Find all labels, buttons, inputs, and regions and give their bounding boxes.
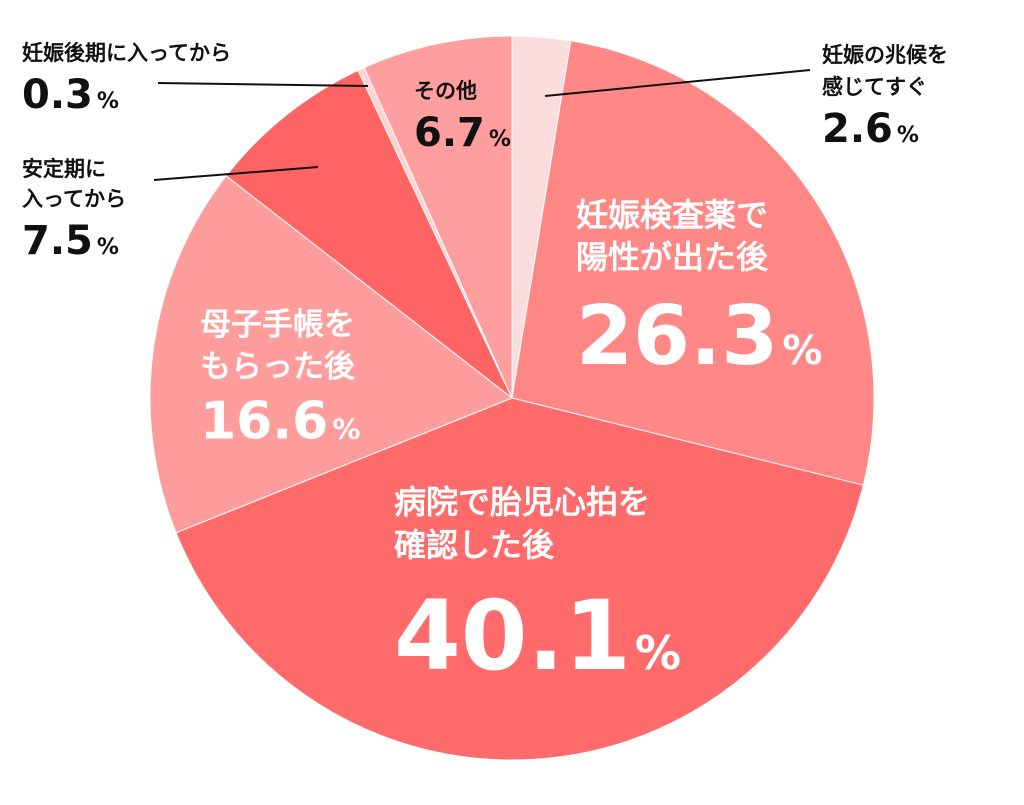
slice-value-number-1: 26.3 <box>576 289 778 384</box>
pie-slice-3 <box>149 175 513 534</box>
slice-value-2: 40.1% <box>394 580 681 692</box>
slice-value-unit-5: % <box>97 89 119 114</box>
slice-value-number-2: 40.1 <box>394 580 631 692</box>
slice-value-number-5: 0.3 <box>22 72 93 118</box>
slice-value-number-3: 16.6 <box>200 391 328 451</box>
leader-line-5 <box>157 82 369 87</box>
slice-name-3-line-1: もらった後 <box>200 349 356 385</box>
slice-value-number-0: 2.6 <box>822 106 893 152</box>
slice-value-number-4: 7.5 <box>22 218 93 264</box>
pie-slice-6 <box>363 35 513 399</box>
leader-line-4 <box>153 166 319 181</box>
slice-value-unit-4: % <box>97 235 119 260</box>
slice-name-1-line-1: 陽性が出た後 <box>576 238 769 276</box>
pie-slice-2 <box>175 397 864 761</box>
slice-value-4: 7.5% <box>22 218 119 264</box>
slice-value-unit-0: % <box>897 123 919 148</box>
slice-name-2-line-1: 確認した後 <box>394 526 555 564</box>
pie-slice-4 <box>225 69 513 399</box>
slice-name-5-line-0: 妊娠後期に入ってから <box>22 41 231 65</box>
pie-slice-1 <box>511 40 875 486</box>
slice-value-unit-3: % <box>332 412 360 445</box>
slice-name-2-line-0: 病院で胎児心拍を <box>394 483 650 521</box>
slice-name-0-line-0: 妊娠の兆候を <box>822 43 948 67</box>
slice-value-unit-1: % <box>782 328 822 374</box>
slice-value-1: 26.3% <box>576 289 822 384</box>
leader-line-0 <box>544 69 811 97</box>
slice-value-6: 6.7% <box>414 110 511 156</box>
slice-name-0-line-1: 感じてすぐ <box>822 75 927 99</box>
slice-value-number-6: 6.7 <box>414 110 485 156</box>
slice-name-6-line-0: その他 <box>414 79 477 103</box>
slice-name-4-line-1: 入ってから <box>22 187 126 211</box>
slice-name-3-line-0: 母子手帳を <box>200 307 355 343</box>
slice-label-6: その他 6.7% <box>414 79 511 156</box>
slice-value-unit-6: % <box>489 127 511 152</box>
slice-value-3: 16.6% <box>200 391 360 451</box>
slice-value-unit-2: % <box>635 626 681 680</box>
slice-value-0: 2.6% <box>822 106 919 152</box>
slice-name-4-line-0: 安定期に <box>22 157 106 181</box>
slice-label-5: 妊娠後期に入ってから 0.3% <box>22 41 231 118</box>
slice-name-1-line-0: 妊娠検査薬で <box>576 196 768 234</box>
slice-value-5: 0.3% <box>22 72 119 118</box>
